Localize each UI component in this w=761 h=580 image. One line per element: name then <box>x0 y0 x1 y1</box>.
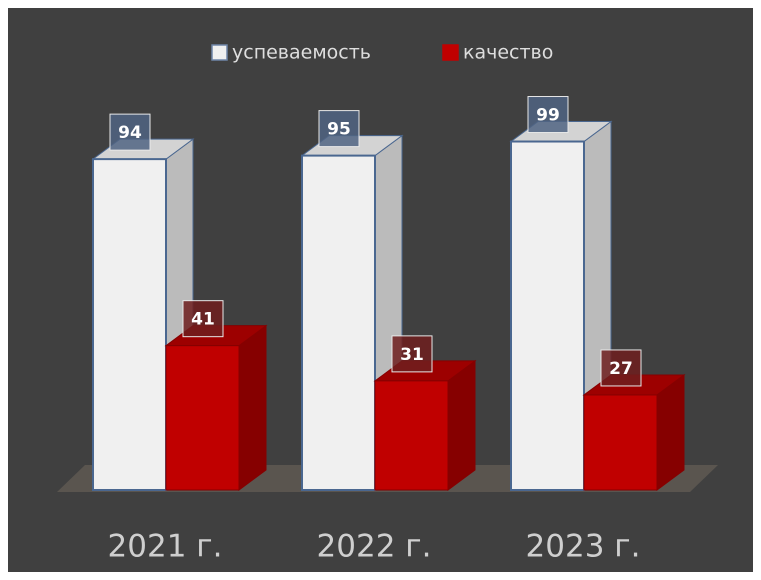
bar-side <box>447 359 476 491</box>
bar <box>92 158 167 491</box>
data-label-box <box>182 300 224 338</box>
x-tick-label: 2021 г. <box>108 529 223 565</box>
data-label: 99 <box>536 106 560 126</box>
data-label-box <box>391 335 433 373</box>
data-label-box <box>527 96 569 134</box>
bar <box>374 380 449 491</box>
data-label-box <box>109 113 151 151</box>
x-tick-label: 2022 г. <box>317 529 432 565</box>
legend-label: качество <box>463 42 553 64</box>
bar <box>510 140 585 492</box>
legend-label: успеваемость <box>232 42 371 64</box>
data-label: 27 <box>609 359 633 379</box>
data-label: 41 <box>191 310 215 330</box>
x-tick-label: 2023 г. <box>526 529 641 565</box>
data-label: 94 <box>118 123 142 143</box>
legend-swatch <box>442 44 459 61</box>
data-label: 95 <box>327 120 351 140</box>
data-label-box <box>600 349 642 387</box>
data-label: 31 <box>400 345 424 365</box>
legend-swatch <box>211 44 228 61</box>
bar <box>165 345 240 491</box>
bar-side <box>238 324 267 491</box>
bar <box>583 394 658 491</box>
bar <box>301 154 376 491</box>
data-label-box <box>318 110 360 148</box>
